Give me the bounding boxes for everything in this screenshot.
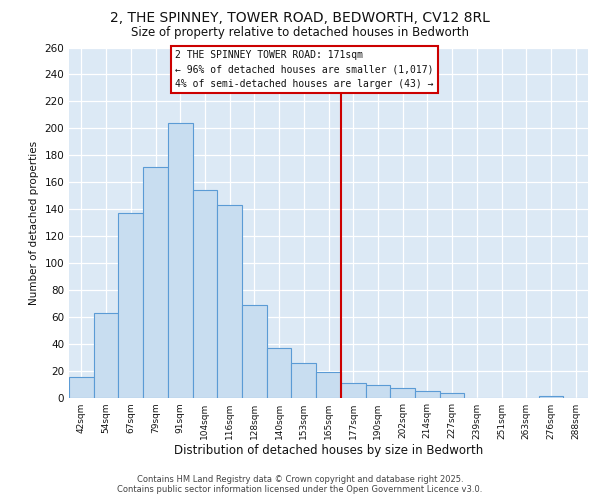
Y-axis label: Number of detached properties: Number of detached properties bbox=[29, 140, 39, 304]
Text: 2 THE SPINNEY TOWER ROAD: 171sqm
← 96% of detached houses are smaller (1,017)
4%: 2 THE SPINNEY TOWER ROAD: 171sqm ← 96% o… bbox=[175, 50, 434, 89]
Bar bbox=[69, 378, 94, 398]
Bar bbox=[193, 190, 217, 398]
Bar bbox=[143, 168, 168, 398]
Bar bbox=[217, 205, 242, 398]
Text: Size of property relative to detached houses in Bedworth: Size of property relative to detached ho… bbox=[131, 26, 469, 39]
Bar bbox=[242, 304, 267, 398]
Bar bbox=[94, 312, 118, 398]
Bar bbox=[365, 386, 390, 398]
Bar bbox=[539, 396, 563, 398]
Bar bbox=[168, 123, 193, 398]
Bar bbox=[118, 213, 143, 398]
Bar bbox=[415, 391, 440, 398]
Text: 2, THE SPINNEY, TOWER ROAD, BEDWORTH, CV12 8RL: 2, THE SPINNEY, TOWER ROAD, BEDWORTH, CV… bbox=[110, 11, 490, 25]
Bar bbox=[267, 348, 292, 398]
X-axis label: Distribution of detached houses by size in Bedworth: Distribution of detached houses by size … bbox=[174, 444, 483, 458]
Text: Contains HM Land Registry data © Crown copyright and database right 2025.
Contai: Contains HM Land Registry data © Crown c… bbox=[118, 474, 482, 494]
Bar bbox=[390, 388, 415, 398]
Bar bbox=[440, 394, 464, 398]
Bar bbox=[316, 372, 341, 398]
Bar bbox=[341, 382, 365, 398]
Bar bbox=[292, 362, 316, 398]
